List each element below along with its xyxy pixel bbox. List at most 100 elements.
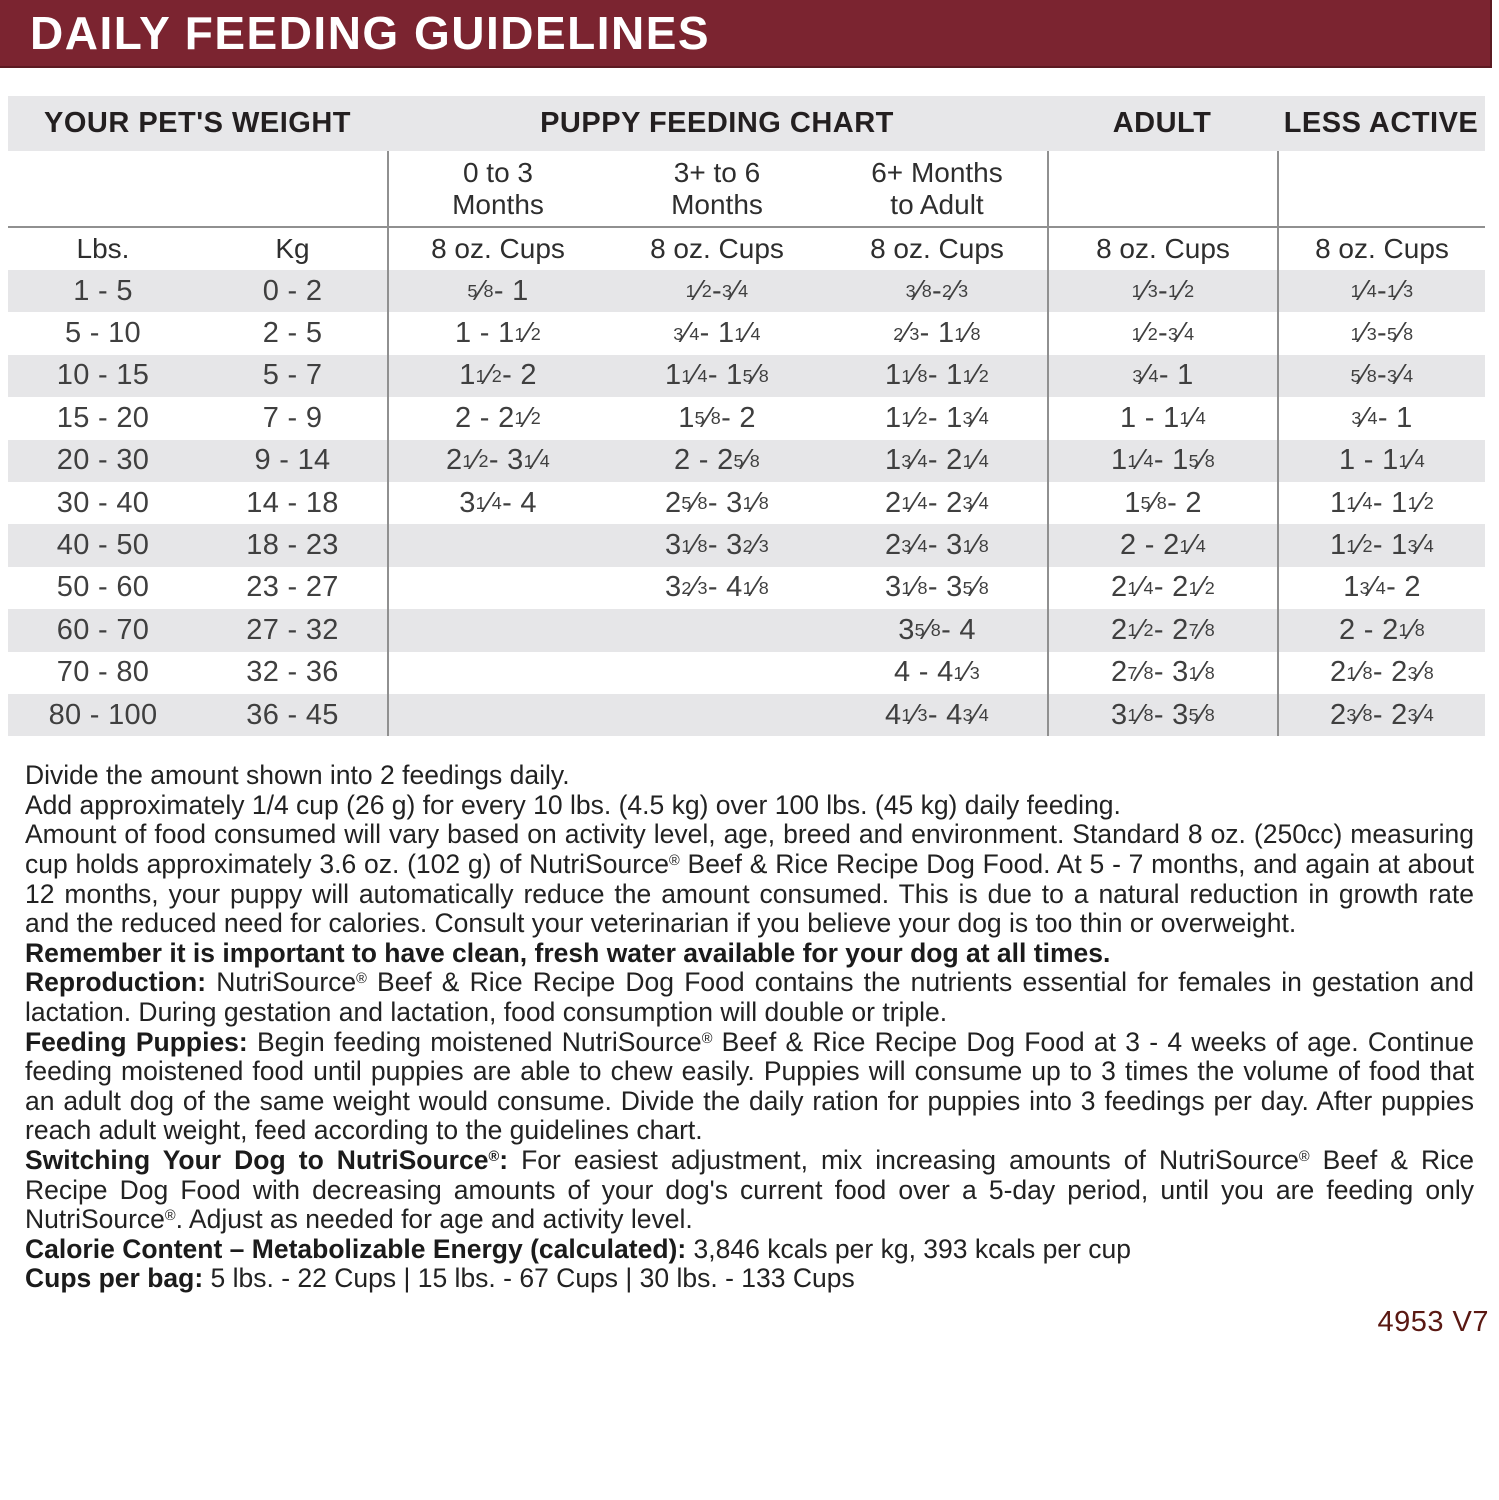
header-less-active: LESS ACTIVE: [1283, 107, 1479, 139]
note-add-quarter-cup: Add approximately 1/4 cup (26 g) for eve…: [25, 789, 1121, 820]
cell-kg: 32 - 36: [246, 656, 339, 689]
cell-m0_3: 2 - 2 1 ⁄ 2: [387, 397, 607, 440]
section-feeding-puppies: Feeding Puppies: Begin feeding moistened…: [25, 1026, 1474, 1146]
cell-less: 3 ⁄ 4 - 1: [1277, 397, 1485, 440]
header-adult: ADULT: [1112, 107, 1212, 139]
cell-kg: 5 - 7: [262, 359, 323, 392]
cell-adult: 1 - 1 1 ⁄ 4: [1047, 397, 1277, 440]
table-units-row: Lbs. Kg 8 oz. Cups 8 oz. Cups 8 oz. Cups…: [8, 228, 1485, 270]
table-row: 50 - 60 23 - 27 3 2 ⁄ 3 - 4 1 ⁄ 8 3 1 ⁄ 8 - 3 5 ⁄ 8…: [8, 566, 1485, 610]
cell-m3_6: 2 5 ⁄ 8 - 3 1 ⁄ 8: [664, 486, 770, 519]
cell-lbs: 40 - 50: [56, 529, 150, 562]
table-row: 15 - 20 7 - 9 2 - 2 1 ⁄ 2 1 5 ⁄ 8 - 2 1 1 ⁄ 2 - 1 …: [8, 397, 1485, 440]
cell-m6p: 3 1 ⁄ 8 - 3 5 ⁄ 8: [884, 571, 990, 604]
cell-less: 1 3 ⁄ 4 - 2: [1277, 566, 1485, 610]
cell-m0_3: 5 ⁄ 8 - 1: [387, 270, 607, 313]
section-switching-text: For easiest adjustment, mix increasing a…: [25, 1145, 1474, 1235]
cell-adult: 1 5 ⁄ 8 - 2: [1047, 481, 1277, 525]
cell-less: 2 1 ⁄ 8 - 2 3 ⁄ 8: [1277, 651, 1485, 694]
cell-kg: 18 - 23: [246, 529, 339, 562]
cell-m6p: 1 3 ⁄ 4 - 2 1 ⁄ 4: [884, 444, 990, 477]
age-header-empty-kg: [198, 151, 387, 226]
cell-m0_3: [387, 693, 607, 737]
age-header-3-6-months: 3+ to 6 Months: [671, 156, 763, 220]
table-row: 20 - 30 9 - 14 2 1 ⁄ 2 - 3 1 ⁄ 4 2 - 2 5 ⁄ 8 1 3 ⁄ 4…: [8, 439, 1485, 482]
cell-kg: 36 - 45: [246, 698, 339, 731]
cell-m0_3: [387, 609, 607, 652]
header-your-pets-weight: YOUR PET'S WEIGHT: [43, 107, 352, 139]
cups-per-bag-value: 5 lbs. - 22 Cups | 15 lbs. - 67 Cups | 3…: [203, 1263, 855, 1294]
table-section-header-row: YOUR PET'S WEIGHT PUPPY FEEDING CHART AD…: [8, 96, 1485, 151]
cell-m6p: 3 5 ⁄ 8 - 4: [898, 613, 976, 646]
cell-lbs: 10 - 15: [56, 359, 150, 392]
table-body: 1 - 5 0 - 2 5 ⁄ 8 - 1 1 ⁄ 2 - 3 ⁄ 4 3 ⁄ 8 - 2 ⁄ 3 1 ⁄ 3 -…: [8, 270, 1485, 737]
cell-kg: 23 - 27: [246, 571, 339, 604]
cell-adult: 1 1 ⁄ 4 - 1 5 ⁄ 8: [1047, 439, 1277, 482]
section-reproduction: Reproduction: NutriSource® Beef & Rice R…: [25, 968, 1474, 1027]
cell-less: 1 ⁄ 3 - 5 ⁄ 8: [1277, 312, 1485, 355]
calorie-content-label: Calorie Content – Metabolizable Energy (…: [25, 1233, 687, 1264]
table-age-header-row: 0 to 3 Months 3+ to 6 Months 6+ Months t…: [8, 151, 1485, 228]
cell-m6p: 2 1 ⁄ 4 - 2 3 ⁄ 4: [884, 486, 990, 519]
unit-header-cups-6plus: 8 oz. Cups: [870, 233, 1004, 264]
cell-m3_6: 3 1 ⁄ 8 - 3 2 ⁄ 3: [664, 529, 770, 562]
cell-m6p: 2 3 ⁄ 4 - 3 1 ⁄ 8: [884, 529, 990, 562]
cell-m3_6: 1 ⁄ 2 - 3 ⁄ 4: [685, 274, 749, 307]
cell-less: 1 ⁄ 4 - 1 ⁄ 3: [1277, 270, 1485, 313]
calorie-content-value: 3,846 kcals per kg, 393 kcals per cup: [686, 1233, 1132, 1264]
cell-less: 1 1 ⁄ 2 - 1 3 ⁄ 4: [1277, 524, 1485, 567]
title-bar: DAILY FEEDING GUIDELINES: [0, 0, 1492, 68]
cell-m3_6: [607, 652, 827, 694]
table-row: 1 - 5 0 - 2 5 ⁄ 8 - 1 1 ⁄ 2 - 3 ⁄ 4 3 ⁄ 8 - 2 ⁄ 3 1 ⁄ 3 -…: [8, 270, 1485, 313]
cell-m3_6: 3 ⁄ 4 - 1 1 ⁄ 4: [673, 317, 761, 350]
cell-adult: 2 - 2 1 ⁄ 4: [1047, 524, 1277, 567]
cups-per-bag-line: Cups per bag: 5 lbs. - 22 Cups | 15 lbs.…: [25, 1264, 1474, 1294]
note-fresh-water: Remember it is important to have clean, …: [25, 937, 1111, 968]
body-text: Divide the amount shown into 2 feedings …: [25, 761, 1474, 1294]
cell-less: 5 ⁄ 8 - 3 ⁄ 4: [1277, 354, 1485, 398]
cell-m0_3: 2 1 ⁄ 2 - 3 1 ⁄ 4: [387, 439, 607, 482]
table-row: 80 - 100 36 - 45 4 1 ⁄ 3 - 4 3 ⁄ 4 3 1 ⁄ 8 - 3 5 ⁄…: [8, 693, 1485, 737]
cell-adult: 2 1 ⁄ 2 - 2 7 ⁄ 8: [1047, 609, 1277, 652]
unit-header-lbs: Lbs.: [76, 233, 130, 264]
table-row: 40 - 50 18 - 23 3 1 ⁄ 8 - 3 2 ⁄ 3 2 3 ⁄ 4 - 3 1 ⁄ 8…: [8, 524, 1485, 567]
cell-m6p: 1 1 ⁄ 2 - 1 3 ⁄ 4: [884, 401, 990, 434]
cell-lbs: 1 - 5: [73, 274, 133, 307]
note-amount-consumed: Amount of food consumed will vary based …: [25, 819, 1474, 939]
table-row: 60 - 70 27 - 32 3 5 ⁄ 8 - 4 2 1 ⁄ 2 - 2 7 ⁄ 8 2 - …: [8, 609, 1485, 652]
table-row: 5 - 10 2 - 5 1 - 1 1 ⁄ 2 3 ⁄ 4 - 1 1 ⁄ 4 2 ⁄ 3 - 1 1…: [8, 312, 1485, 355]
cell-m3_6: [607, 694, 827, 736]
footer-code: 4953 V7: [1377, 1305, 1489, 1338]
page-title: DAILY FEEDING GUIDELINES: [30, 7, 711, 59]
section-feeding-puppies-text: Begin feeding moistened NutriSource® Bee…: [25, 1026, 1474, 1146]
cell-kg: 7 - 9: [262, 401, 323, 434]
cell-adult: 1 ⁄ 3 - 1 ⁄ 2: [1047, 270, 1277, 313]
cell-adult: 3 1 ⁄ 8 - 3 5 ⁄ 8: [1047, 693, 1277, 737]
cell-lbs: 80 - 100: [48, 698, 158, 731]
cell-m6p: 3 ⁄ 8 - 2 ⁄ 3: [905, 274, 969, 307]
cell-lbs: 20 - 30: [56, 444, 150, 477]
cell-lbs: 15 - 20: [56, 401, 150, 434]
cell-adult: 2 7 ⁄ 8 - 3 1 ⁄ 8: [1047, 651, 1277, 694]
cell-lbs: 70 - 80: [56, 656, 150, 689]
section-reproduction-text: NutriSource® Beef & Rice Recipe Dog Food…: [25, 967, 1474, 1028]
cups-per-bag-label: Cups per bag:: [25, 1263, 204, 1294]
section-reproduction-label: Reproduction:: [25, 967, 207, 998]
unit-header-cups-less-active: 8 oz. Cups: [1277, 228, 1485, 270]
section-feeding-puppies-label: Feeding Puppies:: [25, 1026, 248, 1057]
cell-m0_3: 3 1 ⁄ 4 - 4: [387, 481, 607, 525]
cell-adult: 1 ⁄ 2 - 3 ⁄ 4: [1047, 312, 1277, 355]
cell-adult: 3 ⁄ 4 - 1: [1047, 354, 1277, 398]
age-header-empty-less-active: [1277, 151, 1485, 226]
cell-lbs: 30 - 40: [56, 486, 150, 519]
cell-kg: 0 - 2: [262, 274, 323, 307]
cell-m3_6: 2 - 2 5 ⁄ 8: [674, 444, 760, 477]
cell-lbs: 60 - 70: [56, 613, 150, 646]
cell-less: 1 - 1 1 ⁄ 4: [1277, 439, 1485, 482]
cell-m6p: 1 1 ⁄ 8 - 1 1 ⁄ 2: [884, 359, 990, 392]
age-header-6plus-months: 6+ Months to Adult: [871, 156, 1003, 220]
cell-lbs: 5 - 10: [65, 317, 141, 350]
cell-m6p: 4 - 4 1 ⁄ 3: [894, 656, 980, 689]
cell-m0_3: [387, 651, 607, 694]
table-row: 30 - 40 14 - 18 3 1 ⁄ 4 - 4 2 5 ⁄ 8 - 3 1 ⁄ 8 2 1 ⁄…: [8, 481, 1485, 525]
